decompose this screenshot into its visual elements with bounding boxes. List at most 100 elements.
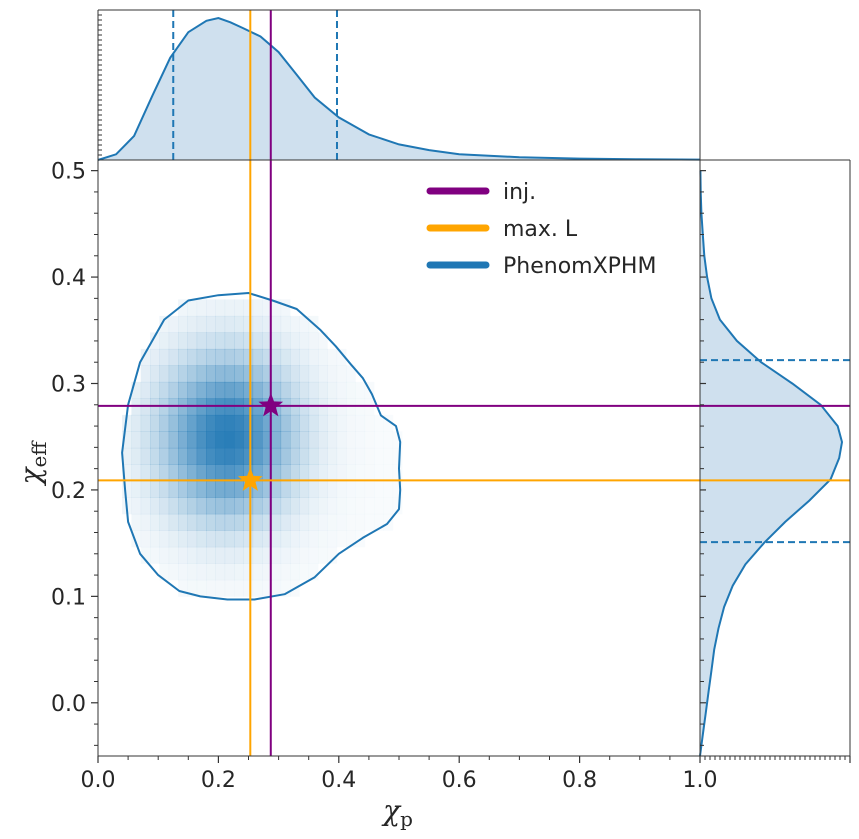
heatmap-cell [122, 464, 132, 482]
heatmap-cell [206, 431, 216, 449]
heatmap-cell [234, 563, 244, 581]
heatmap-cell [336, 447, 347, 465]
heatmap-cell [243, 497, 254, 515]
heatmap-cell [271, 315, 282, 333]
heatmap-cell [346, 431, 356, 449]
heatmap-cell [271, 299, 282, 317]
heatmap-cell [327, 348, 338, 366]
heatmap-cell [374, 431, 384, 448]
heatmap-cell [168, 546, 179, 564]
heatmap-cell [243, 513, 254, 531]
heatmap-cell [215, 546, 226, 564]
max-likelihood-star-marker [237, 467, 263, 491]
heatmap-cell [280, 497, 291, 515]
heatmap-cell [299, 431, 310, 449]
heatmap-cell [308, 414, 319, 432]
heatmap-cell [224, 579, 235, 597]
heatmap-cell [355, 481, 365, 498]
heatmap-cell [308, 480, 319, 498]
heatmap-cell [215, 332, 226, 350]
heatmap-cell [224, 563, 235, 581]
heatmap-cell [150, 332, 160, 350]
heatmap-cell [252, 431, 263, 449]
heatmap-cell [336, 381, 347, 399]
heatmap-cell [318, 480, 328, 498]
heatmap-cell [196, 579, 207, 597]
heatmap-cell [187, 579, 198, 597]
heatmap-cell [224, 546, 235, 564]
heatmap-cell [215, 579, 226, 597]
heatmap-cell [178, 546, 188, 564]
heatmap-cell [355, 414, 366, 432]
heatmap-cell [365, 448, 375, 465]
heatmap-cell [280, 315, 291, 333]
heatmap-cell [308, 431, 319, 449]
heatmap-cell [299, 315, 310, 333]
heatmap-cell [336, 348, 347, 366]
heatmap-cell [168, 365, 179, 383]
heatmap-cell [122, 447, 132, 465]
heatmap-cell [196, 563, 207, 581]
heatmap-cell [215, 299, 226, 317]
heatmap-cell [280, 381, 291, 399]
heatmap-cell [252, 414, 263, 432]
heatmap-cell [365, 464, 375, 481]
heatmap-cell [187, 497, 198, 515]
heatmap-cell [206, 464, 216, 482]
heatmap-cell [290, 381, 300, 399]
heatmap-cell [168, 348, 179, 366]
heatmap-cell [318, 497, 328, 515]
heatmap-cell [150, 431, 160, 449]
heatmap-cell [234, 348, 244, 366]
heatmap-cell [318, 414, 328, 432]
heatmap-cell [159, 563, 170, 581]
heatmap-cell [168, 530, 179, 548]
heatmap-cell [159, 365, 170, 383]
heatmap-cell [252, 447, 263, 465]
heatmap-cell [150, 447, 160, 465]
heatmap-cell [271, 348, 282, 366]
heatmap-cell [234, 447, 244, 465]
heatmap-cell [252, 348, 263, 366]
heatmap-cell [150, 497, 160, 515]
heatmap-cell [280, 546, 291, 564]
heatmap-cell [243, 530, 254, 548]
heatmap-cell [234, 381, 244, 399]
heatmap-cell [206, 546, 216, 564]
heatmap-cell [262, 348, 272, 366]
heatmap-cell [159, 464, 170, 482]
heatmap-cell [178, 563, 188, 581]
heatmap-cell [299, 464, 310, 482]
heatmap-cell [150, 381, 160, 399]
heatmap-cell [234, 299, 244, 317]
heatmap-cell [224, 381, 235, 399]
heatmap-cell [224, 365, 235, 383]
heatmap-cell [252, 546, 263, 564]
heatmap-cell [346, 365, 356, 383]
heatmap-cell [299, 513, 310, 531]
heatmap-cell [308, 447, 319, 465]
heatmap-cell [168, 563, 179, 581]
heatmap-cell [159, 447, 170, 465]
heatmap-cell [393, 448, 403, 465]
heatmap-cell [271, 579, 282, 597]
heatmap-cell [271, 414, 282, 432]
heatmap-cell [196, 332, 207, 350]
heatmap-cell [252, 480, 263, 498]
heatmap-cell [168, 497, 179, 515]
heatmap-cell [206, 381, 216, 399]
heatmap-cell [346, 447, 356, 465]
heatmap-cell [206, 414, 216, 432]
heatmap-cell [159, 381, 170, 399]
heatmap-cell [234, 365, 244, 383]
heatmap-cell [224, 348, 235, 366]
heatmap-cell [196, 447, 207, 465]
heatmap-cell [252, 513, 263, 531]
heatmap-cell [374, 448, 384, 465]
heatmap-cell [280, 447, 291, 465]
heatmap-cell [308, 530, 319, 548]
heatmap-cell [196, 381, 207, 399]
heatmap-cell [262, 464, 272, 482]
heatmap-cell [290, 464, 300, 482]
heatmap-cell [383, 481, 393, 498]
